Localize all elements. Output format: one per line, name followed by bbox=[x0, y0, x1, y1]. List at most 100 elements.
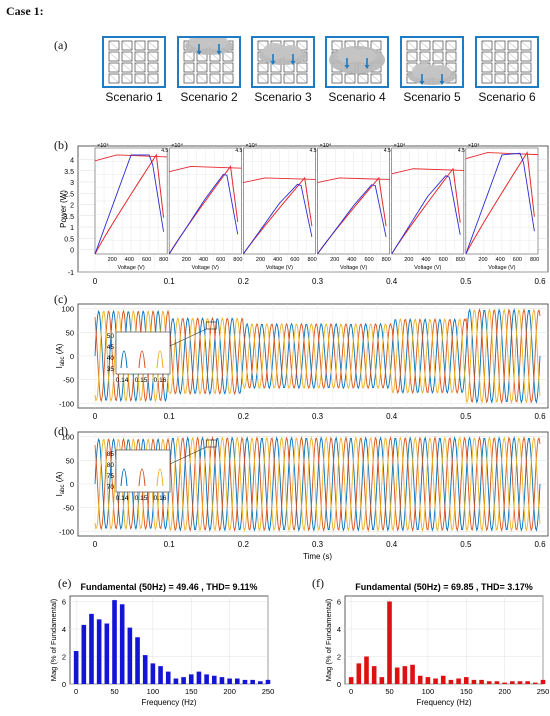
power-trace-red bbox=[94, 154, 168, 162]
zoom-wave-peak bbox=[120, 468, 128, 487]
harmonic-bar bbox=[112, 600, 117, 684]
harmonic-bar bbox=[425, 677, 431, 684]
x-axis-label: Time (s) bbox=[303, 552, 332, 561]
harmonic-bar bbox=[188, 674, 194, 684]
cloud-puff-icon bbox=[206, 35, 228, 49]
inset-x-tick: 800 bbox=[159, 257, 168, 263]
harmonic-bar bbox=[394, 667, 400, 684]
zoom-region-box bbox=[205, 321, 217, 330]
module-diagonal bbox=[296, 62, 308, 73]
y-tick-label: 0 bbox=[70, 248, 74, 255]
module-diagonal bbox=[520, 62, 532, 73]
y-tick-label: 2.5 bbox=[64, 191, 74, 198]
zoom-y-tick: 40 bbox=[107, 355, 115, 362]
module-diagonal bbox=[183, 62, 195, 73]
module-diagonal bbox=[481, 40, 493, 51]
current-chart-d: -100 -50 0 50 100 Iabc (A) 0 0.1 0.2 0.3 0.4 0.5 0.6… bbox=[55, 431, 549, 561]
inset-x-tick: 200 bbox=[108, 257, 117, 263]
x-tick-label: 150 bbox=[460, 687, 473, 696]
x-tick-label: 0.1 bbox=[164, 277, 176, 286]
inset-x-label: Voltage (V) bbox=[266, 265, 293, 271]
inset-x-tick: 200 bbox=[404, 257, 413, 263]
x-tick-label: 0.2 bbox=[238, 277, 250, 286]
cloud-puff-icon bbox=[429, 65, 451, 79]
module-diagonal bbox=[296, 73, 308, 84]
module-diagonal bbox=[183, 73, 195, 84]
y-tick-label: 0 bbox=[62, 680, 66, 689]
module-diagonal bbox=[283, 73, 295, 84]
cloud-puff-icon bbox=[263, 43, 287, 59]
zoom-x-tick: 0.14 bbox=[116, 495, 129, 502]
harmonic-bar bbox=[463, 677, 469, 684]
harmonic-bar bbox=[486, 681, 492, 684]
harmonic-bar bbox=[387, 601, 392, 684]
module-diagonal bbox=[108, 51, 120, 62]
module-diagonal bbox=[296, 40, 308, 51]
x-tick-label: 0.5 bbox=[460, 277, 472, 286]
scenario-panel bbox=[102, 36, 166, 88]
module-diagonal bbox=[134, 73, 146, 84]
module-diagonal bbox=[183, 51, 195, 62]
x-axis-label: Frequency (Hz) bbox=[141, 698, 196, 707]
module-diagonal bbox=[147, 40, 159, 51]
inset-x-tick: 800 bbox=[382, 257, 391, 263]
inset-x-tick: 400 bbox=[199, 257, 208, 263]
zoom-pointer-line bbox=[169, 446, 207, 465]
inset-x-tick: 600 bbox=[364, 257, 373, 263]
module-diagonal bbox=[419, 51, 431, 62]
zoom-x-tick: 0.15 bbox=[135, 495, 148, 502]
harmonic-bar bbox=[135, 637, 140, 684]
module-diagonal bbox=[481, 62, 493, 73]
case-title: Case 1: bbox=[6, 4, 44, 18]
zoom-wave-peak bbox=[138, 468, 146, 487]
x-tick-label: 0 bbox=[93, 412, 98, 421]
x-tick-label: 0.2 bbox=[238, 540, 250, 549]
harmonic-bar bbox=[81, 624, 87, 684]
x-tick-label: 200 bbox=[223, 687, 236, 696]
y-tick-label: 4 bbox=[62, 625, 66, 634]
chart-title: Fundamental (50Hz) = 69.85 , THD= 3.17% bbox=[355, 582, 533, 592]
inset-x-tick: 800 bbox=[307, 257, 316, 263]
y-tick-label: 2 bbox=[70, 203, 74, 210]
module-diagonal bbox=[494, 40, 506, 51]
module-diagonal bbox=[196, 62, 208, 73]
current-chart-c: -100 -50 0 50 100 Iabc (A) 0 0.1 0.2 0.3 0.4 0.5 0.6… bbox=[55, 303, 549, 421]
module-diagonal bbox=[520, 51, 532, 62]
zoom-y-tick: 35 bbox=[107, 366, 115, 373]
scenario-panel bbox=[400, 36, 464, 88]
harmonic-bar bbox=[96, 619, 102, 684]
harmonic-bar bbox=[502, 682, 507, 684]
x-tick-label: 0.2 bbox=[238, 412, 250, 421]
module-diagonal bbox=[507, 51, 519, 62]
pv-curve-blue bbox=[94, 154, 165, 255]
module-diagonal bbox=[147, 62, 159, 73]
x-tick-label: 150 bbox=[185, 687, 198, 696]
chart-title: Fundamental (50Hz) = 49.46 , THD= 9.11% bbox=[80, 582, 257, 592]
inset-x-tick: 400 bbox=[496, 257, 505, 263]
pv-curve-blue bbox=[168, 174, 239, 255]
inset-x-label: Voltage (V) bbox=[488, 265, 515, 271]
harmonic-bar bbox=[265, 679, 271, 684]
module-diagonal bbox=[494, 73, 506, 84]
module-diagonal bbox=[494, 62, 506, 73]
zoom-wave-peak bbox=[138, 350, 146, 369]
inset-x-tick: 400 bbox=[347, 257, 356, 263]
inset-exponent: ×10⁴ bbox=[394, 142, 406, 149]
module-diagonal bbox=[270, 73, 282, 84]
y-tick-label: 1.5 bbox=[64, 214, 74, 221]
inset-x-tick: 800 bbox=[233, 257, 242, 263]
module-diagonal bbox=[134, 62, 146, 73]
module-diagonal bbox=[257, 62, 269, 73]
y-tick-label: -50 bbox=[63, 376, 74, 385]
x-tick-label: 50 bbox=[110, 687, 118, 696]
pv-curve-blue bbox=[242, 183, 313, 255]
module-diagonal bbox=[209, 73, 221, 84]
cloud-puff-icon bbox=[337, 47, 361, 63]
y-axis-label: Mag (% of Fundamental) bbox=[324, 598, 333, 681]
scenario-label: Scenario 1 bbox=[105, 90, 163, 104]
inset-x-tick: 400 bbox=[421, 257, 430, 263]
y-tick-label: 4 bbox=[70, 158, 74, 165]
harmonic-bar bbox=[371, 666, 377, 684]
y-tick-label: 0 bbox=[70, 352, 74, 361]
module-diagonal bbox=[270, 62, 282, 73]
